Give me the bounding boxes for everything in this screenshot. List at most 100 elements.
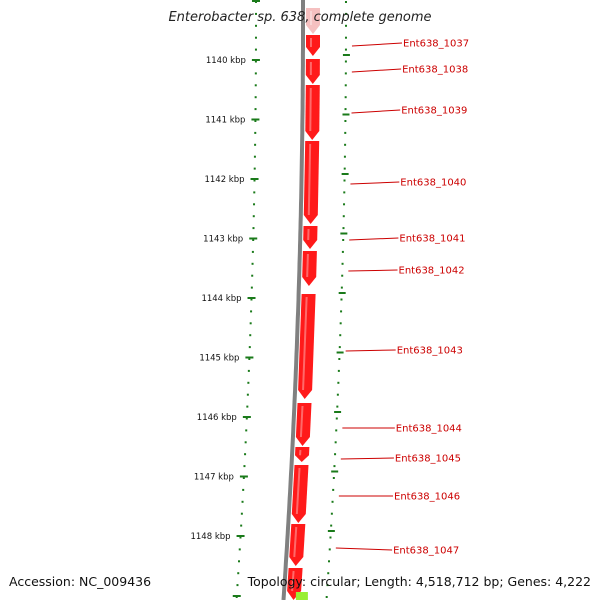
minor-tick: [341, 250, 344, 253]
minor-tick: [245, 429, 248, 432]
minor-tick: [253, 155, 256, 158]
gene-highlight: [295, 467, 301, 515]
gene-highlight: [307, 143, 312, 216]
scale-label: 1146 kbp: [197, 413, 237, 423]
minor-tick: [248, 358, 251, 360]
minor-tick: [344, 108, 347, 111]
minor-tick: [254, 60, 257, 63]
minor-tick: [252, 239, 255, 241]
minor-tick: [344, 36, 347, 39]
minor-tick: [339, 322, 342, 325]
minor-tick: [333, 465, 336, 468]
minor-tick: [254, 72, 257, 75]
minor-tick: [253, 203, 256, 206]
minor-tick: [337, 381, 340, 384]
minor-tick: [344, 72, 347, 75]
minor-tick: [245, 417, 248, 420]
major-tick: [245, 356, 254, 359]
minor-tick: [340, 310, 343, 313]
major-tick: [249, 237, 258, 240]
gene-highlight: [302, 296, 308, 391]
minor-tick: [334, 441, 337, 444]
minor-tick: [344, 131, 347, 134]
gene-arrow: [306, 8, 320, 34]
minor-tick: [338, 346, 341, 349]
major-tick: [331, 470, 339, 473]
major-tick: [338, 292, 346, 294]
minor-tick: [244, 453, 247, 456]
minor-tick: [329, 536, 332, 539]
minor-tick: [341, 262, 344, 265]
minor-tick: [342, 239, 345, 241]
minor-tick: [328, 548, 331, 551]
scale-ticks-right: [325, 1, 350, 598]
gene-highlight: [291, 570, 295, 592]
gene-arrow: [302, 251, 317, 286]
minor-tick: [331, 500, 334, 503]
gene-arrow: [295, 447, 310, 462]
gene-arrow: [298, 294, 316, 399]
minor-tick: [240, 524, 243, 527]
minor-tick: [252, 227, 255, 230]
gene-highlight: [293, 526, 298, 558]
minor-tick: [242, 477, 245, 479]
gene-label: Ent638_1046: [394, 492, 460, 503]
major-tick: [242, 416, 251, 418]
minor-tick: [239, 536, 242, 539]
minor-tick: [335, 429, 338, 432]
minor-tick: [250, 286, 253, 289]
leader-line: [345, 349, 396, 352]
minor-tick: [236, 584, 239, 587]
gene-track: [287, 8, 320, 600]
minor-tick: [344, 48, 347, 51]
minor-tick: [254, 143, 257, 146]
gene-arrow: [303, 226, 318, 249]
minor-tick: [254, 12, 257, 15]
minor-tick: [336, 393, 339, 396]
minor-tick: [343, 191, 346, 194]
leader-line: [351, 42, 403, 47]
major-tick: [251, 0, 260, 2]
gene-arrow: [305, 85, 320, 140]
major-tick: [251, 59, 260, 61]
label-leader-lines: [335, 42, 403, 551]
leader-line: [351, 68, 402, 73]
summary-text: Topology: circular; Length: 4,518,712 bp…: [247, 574, 591, 589]
leader-line: [335, 547, 393, 551]
minor-tick: [343, 167, 346, 170]
minor-tick: [246, 393, 249, 396]
gene-label: Ent638_1038: [402, 65, 468, 76]
minor-tick: [343, 179, 346, 182]
major-tick: [247, 297, 256, 299]
scale-label: 1147 kbp: [194, 473, 234, 483]
gene-label: Ent638_1045: [395, 454, 461, 465]
minor-tick: [325, 596, 328, 598]
major-tick: [341, 173, 349, 175]
gene-labels: Ent638_1037 Ent638_1038 Ent638_1039 Ent638_…: [393, 39, 469, 557]
minor-tick: [246, 405, 249, 408]
leader-line: [350, 181, 400, 185]
gene-label: Ent638_1044: [396, 424, 462, 435]
major-tick: [251, 118, 260, 121]
leader-line: [349, 237, 399, 241]
minor-tick: [238, 548, 241, 551]
major-tick: [232, 595, 241, 597]
scale-label: 1143 kbp: [203, 235, 243, 245]
major-tick: [327, 530, 335, 532]
minor-tick: [344, 24, 347, 27]
gene-arrow: [291, 465, 309, 523]
major-tick: [340, 232, 348, 235]
minor-tick: [340, 298, 343, 301]
gene-label: Ent638_1039: [401, 106, 467, 117]
scale-label: 1140 kbp: [206, 56, 246, 66]
minor-tick: [332, 488, 335, 491]
minor-tick: [237, 572, 240, 575]
gene-label: Ent638_1047: [393, 546, 459, 557]
minor-tick: [243, 465, 246, 468]
minor-tick: [330, 524, 333, 527]
minor-tick: [254, 120, 257, 122]
minor-tick: [326, 584, 329, 587]
minor-tick: [254, 96, 257, 99]
minor-tick: [251, 262, 254, 265]
minor-tick: [330, 512, 333, 515]
